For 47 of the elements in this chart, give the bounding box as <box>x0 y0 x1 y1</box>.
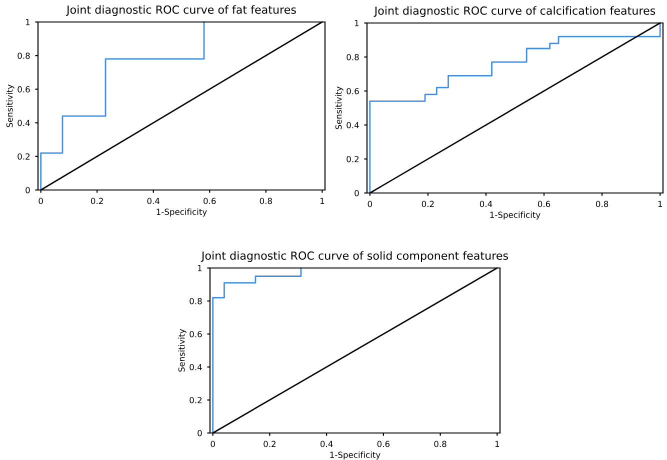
x-tick-label: 0 <box>368 200 372 208</box>
y-tick-label: 0.2 <box>346 156 359 162</box>
x-tick-label: 1 <box>320 198 324 204</box>
y-tick-label: 0.2 <box>190 396 202 404</box>
x-axis-title: 1-Specificity <box>330 451 380 460</box>
x-tick-label: 1 <box>658 200 662 207</box>
x-tick-label: 0.2 <box>91 198 103 204</box>
y-tick-label: 0 <box>198 430 202 436</box>
chart-title: Joint diagnostic ROC curve of fat features <box>66 5 296 16</box>
y-tick-label: 0.8 <box>18 52 30 59</box>
x-tick-label: 0.2 <box>264 440 276 448</box>
y-tick-label: 0.8 <box>346 54 359 60</box>
x-axis-title: 1-Specificity <box>490 211 540 220</box>
y-axis-title: Sensitivity <box>6 84 14 128</box>
y-tick-label: 1 <box>26 19 30 26</box>
x-tick-label: 0.8 <box>434 440 446 448</box>
y-tick-label: 0.2 <box>18 153 30 160</box>
y-tick-label: 0 <box>354 190 359 196</box>
y-tick-label: 1 <box>198 265 202 272</box>
x-tick-label: 0.8 <box>596 200 608 208</box>
x-tick-label: 0 <box>38 198 43 204</box>
x-tick-label: 0.6 <box>204 198 216 204</box>
x-axis-title: 1-Specificity <box>156 208 207 217</box>
x-tick-label: 0.6 <box>538 200 550 208</box>
x-tick-label: 0.2 <box>422 200 434 208</box>
x-tick-label: 1 <box>495 440 500 447</box>
x-tick-label: 0.4 <box>320 440 333 448</box>
y-tick-label: 1 <box>354 20 359 26</box>
y-tick-label: 0.4 <box>18 120 30 126</box>
x-tick-label: 0 <box>210 440 215 448</box>
y-tick-label: 0 <box>26 186 30 194</box>
y-axis-title: Sensitivity <box>178 329 186 372</box>
x-tick-label: 0.4 <box>480 200 492 208</box>
y-tick-label: 0.6 <box>346 88 359 94</box>
x-tick-label: 0.6 <box>377 440 390 448</box>
y-tick-label: 0.4 <box>346 122 359 128</box>
y-axis-title: Sensitivity <box>335 86 344 130</box>
x-tick-label: 0.8 <box>260 198 272 204</box>
y-tick-label: 0.8 <box>190 298 202 304</box>
chart-title: Joint diagnostic ROC curve of solid component features <box>200 251 508 262</box>
y-tick-label: 0.4 <box>190 364 202 370</box>
line-series <box>40 21 205 191</box>
y-tick-label: 0.6 <box>190 330 202 338</box>
x-tick-label: 0.4 <box>147 198 160 204</box>
y-tick-label: 0.6 <box>18 86 30 92</box>
chart-title: Joint diagnostic ROC curve of calcification features <box>374 6 656 17</box>
line-series <box>212 267 302 434</box>
